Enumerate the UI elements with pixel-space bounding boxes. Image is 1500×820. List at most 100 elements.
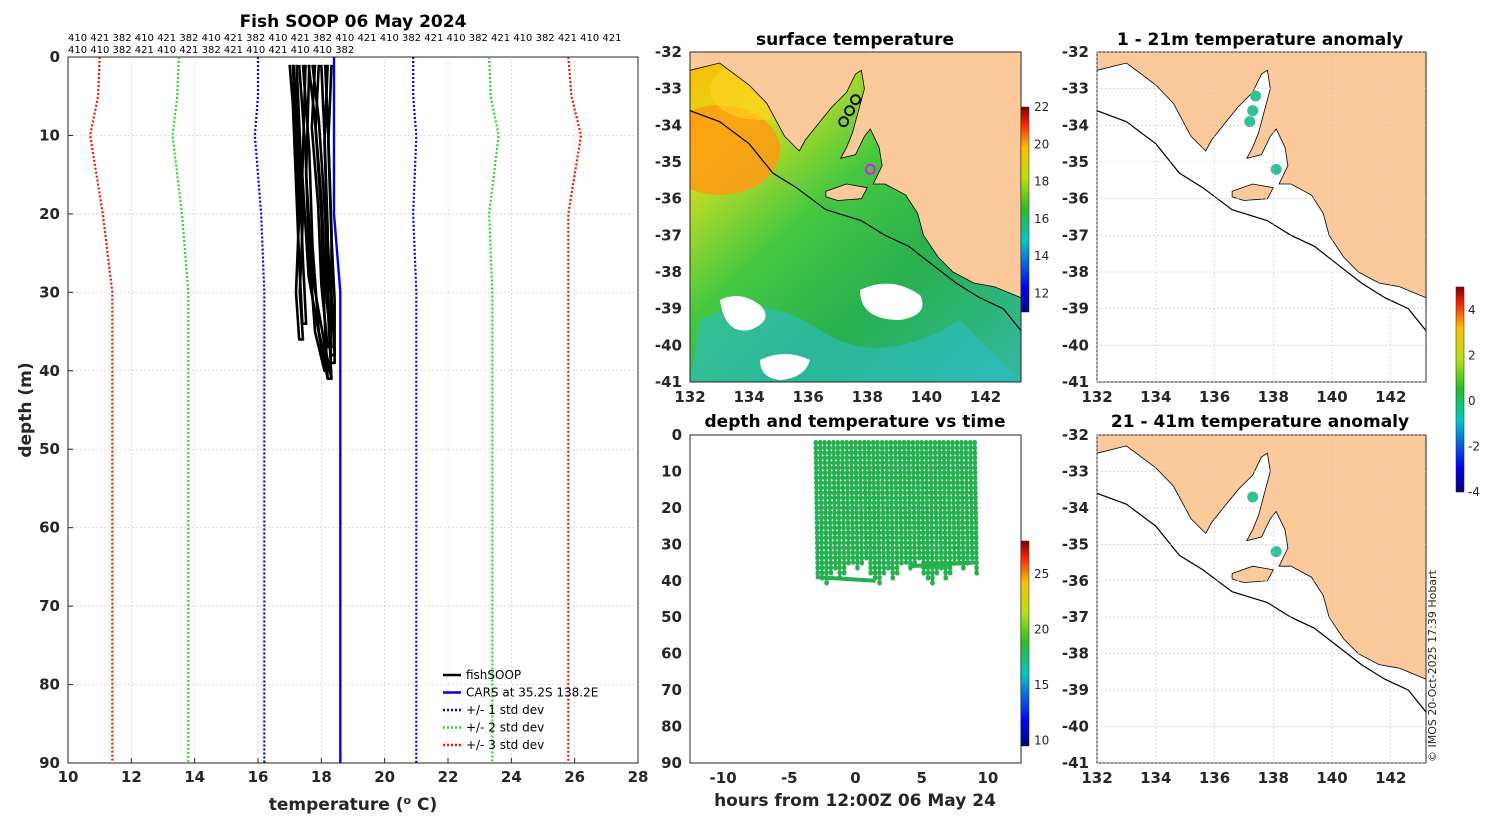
map-x-tick-label: 132 [674,388,705,406]
map-x-tick-label: 142 [1375,769,1406,787]
map-y-tick-label: -39 [655,300,682,318]
map-y-tick-label: -38 [1062,263,1089,281]
fishsoop-profile-7 [323,64,336,365]
legend-label: fishSOOP [466,668,521,682]
cast-4 [831,440,838,573]
sst-marker-1 [844,105,855,117]
y-tick-label: 30 [39,283,60,301]
deployment-ids-line2: 410 410 382 421 410 421 382 421 410 421 … [68,45,354,56]
y-tick-label: 50 [39,440,60,458]
depth-time-title: depth and temperature vs time [705,412,1006,432]
y-tick-label: 20 [39,205,60,223]
sst-colorbar [1020,106,1030,313]
profile-y-ticks: 0 10 20 30 40 50 60 70 80 90 [39,48,73,772]
profile-x-label: temperature (o C) [269,794,438,816]
sst-shelf-line [690,110,1021,332]
cast-connector-1 [815,575,876,583]
legend-label: CARS at 35.2S 138.2E [466,686,598,700]
map-y-tick-label: -38 [655,263,682,281]
cast-5 [835,440,843,584]
map-x-tick-label: 142 [1375,388,1406,406]
depth-time-casts [813,440,979,587]
map-y-tick-label: -33 [1062,80,1089,98]
y-tick-label: 0 [50,48,60,66]
depth-time-colorbar-ticks: 10 15 20 25 [1034,567,1049,747]
anomaly-colorbar-ticks: -4 -2 0 2 4 [1468,303,1480,499]
dt-x-tick-label: -10 [710,769,737,787]
sst-colorbar-label: 22 [1034,100,1049,114]
cast-16 [884,440,891,573]
y-tick-label: 60 [39,519,60,537]
anomaly-point-1 [1270,546,1282,558]
y-tick-label: 40 [39,362,60,380]
anomaly-point-0 [1250,90,1262,102]
anomaly-colorbar-label: 4 [1468,303,1476,317]
cast-30 [945,440,953,576]
anomaly-21-41-ticks: 132 134 136 138 140 142 -32 -33 -34 -35 -36 -37 -38 -… [1062,426,1426,787]
profile-x-ticks: 10 12 14 16 18 20 22 24 26 28 [58,758,648,786]
cast-13 [870,440,878,584]
cast-3 [826,440,834,580]
map-y-tick-label: -32 [1062,426,1089,444]
map-y-tick-label: -35 [655,153,682,171]
cast-7 [844,440,851,569]
cast-35 [967,440,975,562]
dt-y-tick-label: 10 [661,462,682,480]
sst-map-title: surface temperature [756,30,954,50]
anomaly-21-41-panel: 21 - 41m temperature anomaly 132 134 136 13… [1062,286,1480,787]
map-y-tick-label: -40 [1062,336,1089,354]
anomaly-21-41-map [1097,435,1426,763]
dt-x-tick-label: 10 [977,769,998,787]
cast-10 [857,440,865,569]
map-x-tick-label: 136 [1199,769,1230,787]
x-tick-label: 26 [564,768,585,786]
anomaly-21-41-title: 21 - 41m temperature anomaly [1111,412,1409,432]
profile-axes [67,56,639,764]
sst-colorbar-label: 18 [1034,175,1049,189]
depth-time-colorbar [1020,540,1030,747]
anomaly-1-21-title: 1 - 21m temperature anomaly [1117,30,1403,50]
cast-24 [919,440,926,576]
std3-low-line [89,56,114,763]
dt-y-tick-label: 90 [661,754,682,772]
x-tick-label: 16 [248,768,269,786]
dt-y-tick-label: 0 [672,426,682,444]
cast-19 [897,440,904,569]
dt-colorbar-label: 10 [1034,733,1049,747]
cast-28 [937,440,944,573]
map-y-tick-label: -34 [1062,116,1089,134]
map-x-tick-label: 138 [1258,769,1289,787]
sst-marker-2 [838,116,850,128]
cast-17 [888,440,896,584]
y-tick-label: 70 [39,597,60,615]
fishsoop-profile-4 [288,64,308,326]
map-y-tick-label: -32 [1062,43,1089,61]
profile-y-label: depth (m) [16,362,36,457]
map-y-tick-label: -35 [1062,153,1089,171]
std1-high-line [412,57,418,763]
dt-y-tick-label: 80 [661,718,682,736]
map-y-tick-label: -41 [1062,373,1089,391]
anomaly-colorbar-label: -2 [1468,439,1480,453]
depth-time-panel: depth and temperature vs time -10 -5 0 5 10 0… [661,412,1049,811]
cast-12 [866,440,873,576]
std1-low-line [253,57,266,763]
legend-label: +/- 1 std dev [466,703,544,717]
dt-y-tick-label: 50 [661,608,682,626]
cast-0 [813,440,821,576]
x-tick-label: 24 [501,768,522,786]
map-y-tick-label: -36 [655,190,682,208]
map-x-tick-label: 132 [1081,388,1112,406]
cast-6 [840,440,847,576]
map-y-tick-label: -34 [1062,499,1089,517]
dt-y-tick-label: 40 [661,572,682,590]
cast-36 [972,440,979,576]
sst-colorbar-label: 16 [1034,212,1049,226]
cast-8 [848,440,856,565]
cast-34 [963,440,971,569]
cast-22 [910,440,918,569]
x-tick-label: 12 [121,768,142,786]
cast-26 [928,440,935,587]
dt-colorbar-label: 20 [1034,623,1049,637]
fishsoop-profiles [288,64,336,380]
